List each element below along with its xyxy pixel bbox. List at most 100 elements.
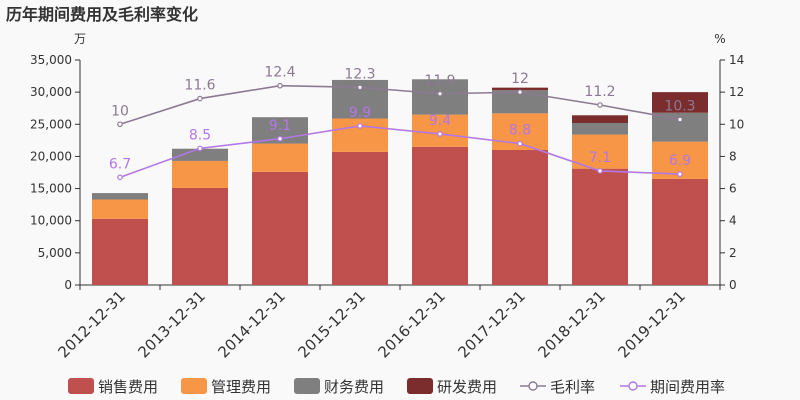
line-point	[197, 145, 203, 152]
data-label: 10.3	[664, 98, 695, 114]
bar-segment	[572, 168, 628, 285]
left-tick-label: 35,000	[30, 53, 72, 67]
data-label: 6.7	[109, 156, 131, 172]
legend-label: 管理费用	[211, 378, 271, 396]
right-tick-label: 12	[729, 85, 744, 99]
left-tick-label: 15,000	[30, 182, 72, 196]
data-label: 12.4	[264, 65, 295, 81]
line-point	[197, 95, 203, 102]
data-label: 11.2	[584, 84, 615, 100]
bars-group	[92, 79, 708, 285]
line-point	[277, 82, 283, 89]
bar-segment	[92, 199, 148, 219]
bar-segment	[412, 146, 468, 285]
right-tick-label: 14	[729, 53, 744, 67]
left-tick-label: 25,000	[30, 117, 72, 131]
right-axis-unit: %	[714, 32, 725, 46]
data-label: 12	[511, 71, 529, 87]
bar-segment	[572, 134, 628, 169]
x-tick-label: 2018-12-31	[534, 287, 608, 361]
line-point	[357, 123, 363, 129]
right-tick-label: 6	[729, 182, 737, 196]
line-point	[517, 89, 523, 95]
x-tick-label: 2015-12-31	[294, 287, 368, 361]
line-series	[119, 125, 681, 179]
line-point	[277, 135, 283, 142]
line-point	[437, 131, 443, 137]
right-tick-label: 4	[729, 214, 737, 228]
bar-segment	[172, 187, 228, 285]
data-label: 11.9	[424, 73, 455, 89]
bar-segment	[412, 114, 468, 147]
bar-segment	[332, 151, 388, 285]
legend-swatch	[407, 378, 433, 394]
data-label: 8.5	[189, 127, 211, 143]
left-tick-label: 20,000	[30, 149, 72, 163]
legend-marker	[628, 381, 638, 391]
line-point	[597, 168, 603, 174]
line-point	[677, 116, 683, 123]
x-tick-label: 2016-12-31	[374, 287, 448, 361]
data-label: 8.8	[509, 123, 531, 139]
left-tick-label: 0	[64, 278, 72, 292]
line-point	[117, 174, 123, 181]
right-tick-label: 0	[729, 278, 737, 292]
line-point	[597, 102, 603, 108]
data-label: 12.3	[344, 66, 375, 82]
bar-segment	[92, 218, 148, 285]
left-tick-label: 10,000	[30, 214, 72, 228]
line-point	[517, 140, 523, 147]
right-tick-label: 8	[729, 149, 737, 163]
legend-swatch	[181, 378, 207, 394]
legend-marker	[528, 381, 538, 391]
right-tick-label: 10	[729, 117, 744, 131]
legend-label: 销售费用	[98, 378, 158, 396]
bar-segment	[252, 171, 308, 285]
bar-segment	[572, 123, 628, 135]
bar-segment	[492, 150, 548, 285]
data-label: 9.4	[429, 113, 451, 129]
x-tick-labels: 2012-12-31 2013-12-31 2014-12-31 2015-12-31…	[54, 287, 688, 361]
bar-segment	[652, 178, 708, 285]
legend-swatch	[68, 378, 94, 394]
left-tick-label: 30,000	[30, 85, 72, 99]
bar-segment	[172, 148, 228, 161]
right-tick-label: 2	[729, 246, 737, 260]
legend-swatch	[294, 378, 320, 394]
line-point	[357, 84, 363, 91]
left-tick-label: 5,000	[38, 246, 72, 260]
line-point	[437, 90, 443, 97]
lines-group: 10 11.6 12.4 12.3 11.9 12 11.2 10.3 6.7 8.5 9.1 9.9…	[109, 65, 696, 181]
bar-segment	[492, 87, 548, 91]
data-label: 6.9	[669, 153, 691, 169]
line-point	[117, 121, 123, 128]
bar-segment	[92, 193, 148, 200]
x-tick-label: 2012-12-31	[54, 287, 128, 361]
legend-label: 毛利率	[550, 378, 595, 396]
bar-segment	[412, 79, 468, 115]
data-label: 11.6	[184, 78, 215, 94]
data-label: 7.1	[589, 150, 611, 166]
data-label: 9.9	[349, 105, 371, 121]
bar-segment	[652, 92, 708, 113]
chart-title: 历年期间费用及毛利率变化	[6, 5, 198, 24]
data-label: 9.1	[269, 118, 291, 134]
line-series	[119, 84, 681, 126]
legend-label: 期间费用率	[650, 378, 725, 396]
left-axis-unit: 万	[74, 32, 86, 46]
bar-segment	[172, 160, 228, 188]
x-tick-label: 2014-12-31	[214, 287, 288, 361]
bar-segment	[252, 143, 308, 172]
legend: 销售费用 管理费用 财务费用 研发费用 毛利率 期间费用率	[68, 378, 725, 396]
data-label: 10	[111, 103, 129, 119]
legend-label: 财务费用	[324, 378, 384, 396]
legend-label: 研发费用	[437, 378, 497, 396]
x-tick-label: 2017-12-31	[454, 287, 528, 361]
bar-segment	[492, 90, 548, 114]
x-tick-label: 2013-12-31	[134, 287, 208, 361]
x-tick-label: 2019-12-31	[614, 287, 688, 361]
line-point	[677, 171, 683, 177]
bar-segment	[572, 115, 628, 123]
